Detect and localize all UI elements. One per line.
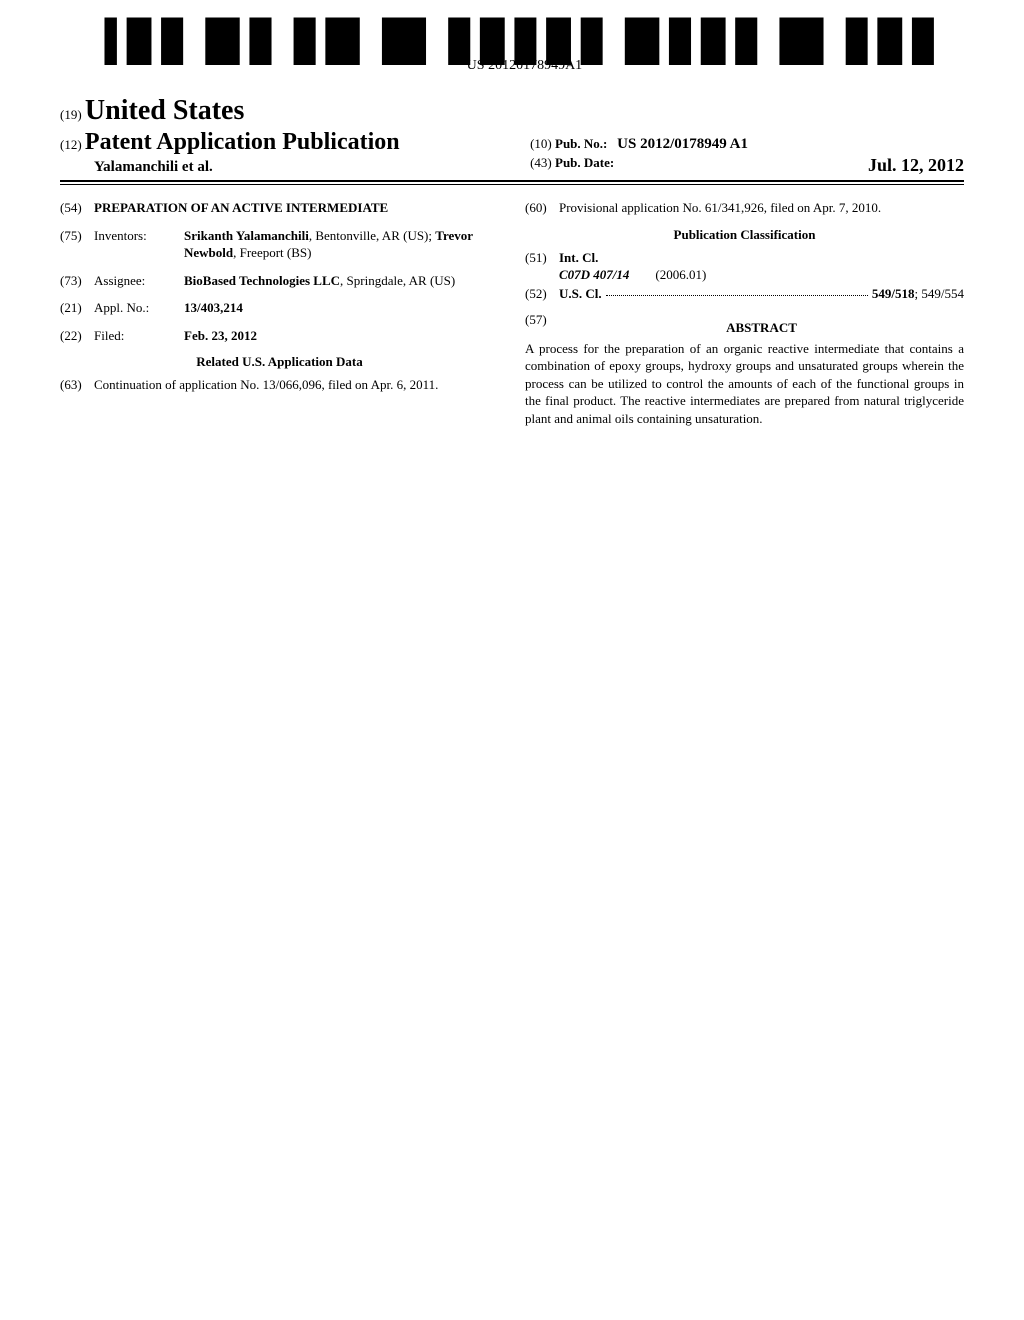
left-column: (54) PREPARATION OF AN ACTIVE INTERMEDIA… (60, 199, 499, 427)
code-63: (63) (60, 376, 94, 394)
filed-value: Feb. 23, 2012 (184, 327, 499, 345)
inventors-field: (75) Inventors: Srikanth Yalamanchili, B… (60, 227, 499, 262)
invention-title: PREPARATION OF AN ACTIVE INTERMEDIATE (94, 199, 499, 217)
pub-date-label: Pub. Date: (555, 155, 614, 170)
intcl-date: (2006.01) (655, 267, 706, 282)
pub-no-value: US 2012/0178949 A1 (617, 136, 748, 152)
code-10: (10) (530, 136, 552, 151)
header-authors: Yalamanchili et al. (94, 159, 512, 176)
doc-type: Patent Application Publication (85, 129, 400, 155)
uscl-secondary: ; 549/554 (915, 286, 964, 302)
intcl-class: C07D 407/14 (559, 267, 629, 282)
code-57: (57) (525, 312, 559, 336)
abstract-title: ABSTRACT (559, 320, 964, 336)
doctype-line: (12) Patent Application Publication (60, 129, 512, 156)
code-22: (22) (60, 327, 94, 345)
right-column: (60) Provisional application No. 61/341,… (525, 199, 964, 427)
code-60: (60) (525, 199, 559, 217)
inventors-value: Srikanth Yalamanchili, Bentonville, AR (… (184, 227, 499, 262)
country-name: United States (85, 95, 244, 126)
inventors-label: Inventors: (94, 227, 184, 262)
filed-field: (22) Filed: Feb. 23, 2012 (60, 327, 499, 345)
uscl-label: U.S. Cl. (559, 286, 602, 302)
intcl-field: (51) Int. Cl. C07D 407/14 (2006.01) (525, 249, 964, 284)
continuation-field: (63) Continuation of application No. 13/… (60, 376, 499, 394)
code-52: (52) (525, 286, 559, 302)
related-data-title: Related U.S. Application Data (60, 354, 499, 370)
code-21: (21) (60, 299, 94, 317)
code-51: (51) (525, 249, 559, 284)
code-73: (73) (60, 272, 94, 290)
abstract-text: A process for the preparation of an orga… (525, 340, 964, 428)
header-rule (60, 184, 964, 185)
assignee-value: BioBased Technologies LLC, Springdale, A… (184, 272, 499, 290)
provisional-field: (60) Provisional application No. 61/341,… (525, 199, 964, 217)
abstract-header: (57) ABSTRACT (525, 312, 964, 336)
code-12: (12) (60, 137, 82, 152)
country-line: (19) United States (60, 95, 512, 127)
intcl-label: Int. Cl. (559, 250, 598, 265)
barcode-graphic: ▌█▐▌▐█▐▌▐▌█▌▐█▌▐▌█▐▌█▐▌▐█▐▌█▐▌▐█▌▐▌█▐▌ (105, 30, 944, 54)
barcode-block: ▌█▐▌▐█▐▌▐▌█▌▐█▌▐▌█▐▌█▐▌▐█▐▌█▐▌▐█▌▐▌█▐▌ U… (105, 30, 944, 74)
uscl-primary: 549/518 (872, 286, 915, 302)
pub-no-label: Pub. No.: (555, 136, 607, 151)
pub-date-line: (43) Pub. Date: Jul. 12, 2012 (530, 155, 964, 176)
code-43: (43) (530, 155, 552, 170)
code-54: (54) (60, 199, 94, 217)
filed-label: Filed: (94, 327, 184, 345)
provisional-value: Provisional application No. 61/341,926, … (559, 199, 964, 217)
continuation-value: Continuation of application No. 13/066,0… (94, 376, 499, 394)
code-19: (19) (60, 107, 82, 122)
document-header: (19) United States (12) Patent Applicati… (60, 95, 964, 185)
title-field: (54) PREPARATION OF AN ACTIVE INTERMEDIA… (60, 199, 499, 217)
pub-no-line: (10) Pub. No.: US 2012/0178949 A1 (530, 136, 964, 153)
pub-date-value: Jul. 12, 2012 (868, 155, 964, 176)
assignee-field: (73) Assignee: BioBased Technologies LLC… (60, 272, 499, 290)
applno-value: 13/403,214 (184, 299, 499, 317)
applno-field: (21) Appl. No.: 13/403,214 (60, 299, 499, 317)
code-75: (75) (60, 227, 94, 262)
applno-label: Appl. No.: (94, 299, 184, 317)
uscl-dots (606, 286, 868, 296)
body-columns: (54) PREPARATION OF AN ACTIVE INTERMEDIA… (60, 199, 964, 427)
uscl-field: (52) U.S. Cl. 549/518 ; 549/554 (525, 286, 964, 302)
assignee-label: Assignee: (94, 272, 184, 290)
classification-title: Publication Classification (525, 227, 964, 243)
